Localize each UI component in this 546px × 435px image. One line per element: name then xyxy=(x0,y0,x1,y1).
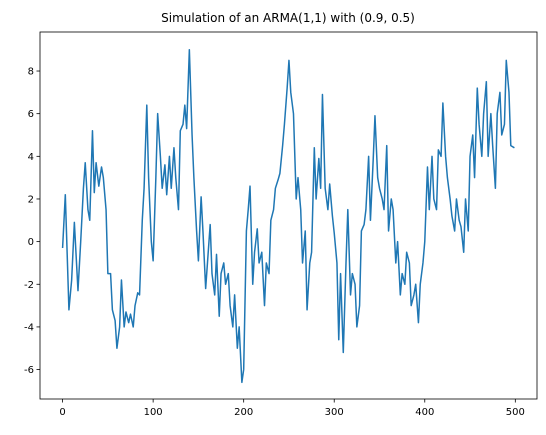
x-tick-label: 200 xyxy=(234,407,253,418)
x-tick-label: 0 xyxy=(59,407,65,418)
y-tick-label: -2 xyxy=(24,280,34,291)
y-tick-label: 6 xyxy=(28,109,34,120)
y-tick-label: 0 xyxy=(28,237,34,248)
x-tick-label: 500 xyxy=(506,407,525,418)
y-tick-label: 8 xyxy=(28,67,34,78)
x-tick-label: 100 xyxy=(144,407,163,418)
plot-frame xyxy=(39,31,538,400)
chart-title: Simulation of an ARMA(1,1) with (0.9, 0.… xyxy=(161,11,415,25)
y-tick-label: -4 xyxy=(24,322,34,333)
x-tick-label: 300 xyxy=(325,407,344,418)
x-tick-label: 400 xyxy=(415,407,434,418)
y-tick-label: 4 xyxy=(28,152,34,163)
line xyxy=(61,48,515,384)
y-tick-label: 2 xyxy=(28,194,34,205)
y-tick-label: -6 xyxy=(24,365,34,376)
